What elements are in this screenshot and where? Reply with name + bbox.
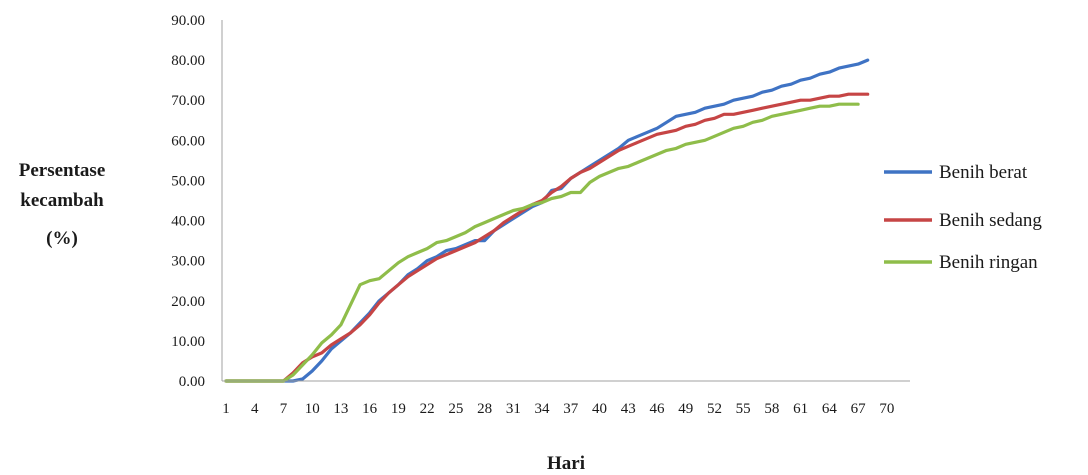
axes (221, 20, 910, 382)
x-tick-label: 28 (477, 401, 492, 417)
y-tick-label: 70.00 (171, 93, 205, 109)
y-tick-label: 90.00 (171, 13, 205, 29)
x-tick-label: 55 (736, 401, 751, 417)
x-tick-label: 13 (333, 401, 348, 417)
y-tick-labels: 0.00 10.00 20.00 30.00 40.00 50.00 60.00 70.00 8… (171, 13, 205, 390)
legend-label: Benih ringan (939, 252, 1038, 273)
y-tick-label: 10.00 (171, 334, 205, 350)
x-tick-label: 40 (592, 401, 607, 417)
x-tick-label: 10 (305, 401, 320, 417)
series-line-3 (224, 102, 860, 383)
series-line-1 (224, 58, 870, 383)
x-tick-label: 25 (448, 401, 463, 417)
legend-label: Benih sedang (939, 210, 1042, 231)
y-tick-label: 30.00 (171, 254, 205, 270)
y-axis-title-line-3: (%) (46, 228, 78, 249)
y-tick-label: 0.00 (179, 374, 205, 390)
x-tick-label: 16 (362, 401, 378, 417)
x-tick-label: 61 (793, 401, 808, 417)
plot-area (224, 58, 870, 383)
x-tick-label: 37 (563, 401, 579, 417)
x-tick-label: 67 (851, 401, 867, 417)
x-tick-label: 70 (879, 401, 894, 417)
x-tick-label: 4 (251, 401, 259, 417)
y-axis-title-line-2: kecambah (20, 190, 104, 211)
x-tick-label: 52 (707, 401, 722, 417)
x-tick-label: 22 (420, 401, 435, 417)
legend-label: Benih berat (939, 162, 1028, 183)
x-tick-label: 7 (280, 401, 288, 417)
x-tick-label: 19 (391, 401, 406, 417)
y-tick-label: 20.00 (171, 294, 205, 310)
series-line-2 (224, 92, 870, 383)
y-axis-title: Persentase kecambah (%) (19, 160, 106, 249)
x-tick-label: 58 (764, 401, 779, 417)
x-tick-label: 34 (535, 401, 551, 417)
x-tick-label: 46 (649, 401, 665, 417)
x-tick-labels: 1 4 7 10 13 16 19 22 25 28 31 34 37 40 43 46 49 52 55 58 61 6… (222, 401, 894, 417)
x-tick-label: 64 (822, 401, 838, 417)
x-tick-label: 43 (621, 401, 636, 417)
y-tick-label: 80.00 (171, 53, 205, 69)
y-tick-label: 40.00 (171, 214, 205, 230)
x-tick-label: 49 (678, 401, 693, 417)
y-tick-label: 50.00 (171, 173, 205, 189)
y-tick-label: 60.00 (171, 133, 205, 149)
y-axis-title-line-1: Persentase (19, 160, 106, 181)
legend: Benih berat Benih sedang Benih ringan (884, 162, 1042, 273)
x-tick-label: 1 (222, 401, 230, 417)
x-tick-label: 31 (506, 401, 521, 417)
x-axis-title: Hari (547, 453, 585, 474)
